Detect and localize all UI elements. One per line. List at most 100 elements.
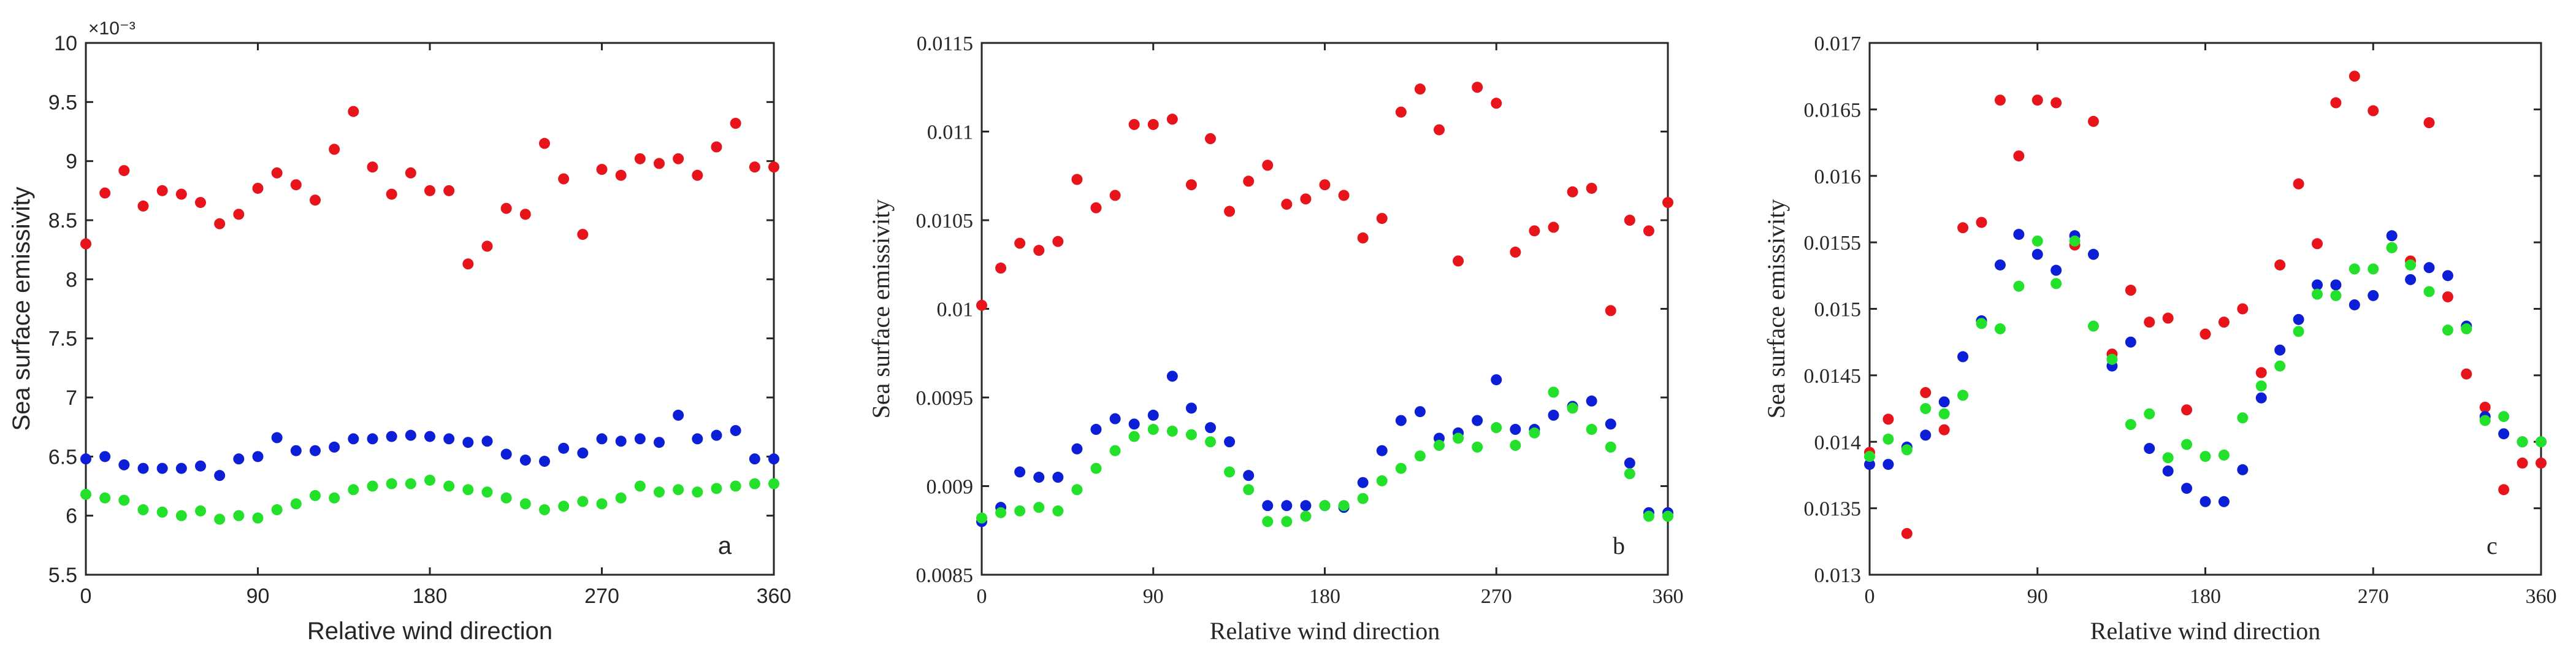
data-point-blue xyxy=(310,445,321,456)
data-point-green xyxy=(539,504,550,516)
data-point-red xyxy=(995,263,1007,274)
data-point-green xyxy=(481,486,493,498)
data-point-green xyxy=(2293,326,2304,337)
data-point-blue xyxy=(2013,229,2025,240)
data-point-blue xyxy=(462,437,474,448)
data-point-green xyxy=(1605,441,1616,453)
data-point-red xyxy=(2088,115,2099,127)
data-point-blue xyxy=(2031,248,2043,260)
data-point-blue xyxy=(1071,443,1083,455)
data-point-green xyxy=(1281,516,1293,528)
data-point-blue xyxy=(500,448,512,460)
data-point-blue xyxy=(156,462,168,474)
data-point-red xyxy=(2461,368,2472,380)
data-point-green xyxy=(1033,502,1045,513)
data-point-green xyxy=(730,480,741,492)
x-tick-label: 90 xyxy=(247,585,270,608)
data-point-red xyxy=(1414,83,1426,95)
data-point-blue xyxy=(1090,424,1102,436)
data-point-red xyxy=(2013,150,2025,162)
data-point-green xyxy=(1185,429,1197,440)
x-tick-label: 0 xyxy=(1865,585,1875,608)
series-blue xyxy=(1864,229,2547,507)
data-point-blue xyxy=(443,433,455,445)
data-point-green xyxy=(2368,263,2379,275)
data-point-blue xyxy=(2255,392,2267,404)
data-point-red xyxy=(2162,312,2174,324)
data-point-green xyxy=(1205,436,1216,448)
y-tick-label: 9 xyxy=(66,150,77,174)
x-tick-label: 90 xyxy=(1143,585,1164,608)
data-point-blue xyxy=(1864,459,1875,470)
y-tick-label: 6.5 xyxy=(48,445,77,469)
data-point-red xyxy=(692,169,703,181)
data-point-red xyxy=(1567,186,1578,198)
data-point-green xyxy=(348,484,359,496)
data-point-red xyxy=(634,153,646,164)
y-tick-label: 8 xyxy=(66,268,77,291)
data-point-blue xyxy=(654,437,665,448)
data-point-blue xyxy=(1624,457,1635,469)
data-point-blue xyxy=(1548,409,1559,421)
data-point-blue xyxy=(481,436,493,447)
data-point-green xyxy=(2125,419,2136,431)
data-point-blue xyxy=(1586,395,1597,407)
data-point-green xyxy=(252,512,264,524)
y-tick-label: 8.5 xyxy=(48,209,77,232)
x-tick-label: 180 xyxy=(413,585,448,608)
data-point-green xyxy=(1624,468,1635,480)
data-point-blue xyxy=(2237,464,2249,475)
data-point-green xyxy=(2498,411,2510,423)
x-tick-label: 270 xyxy=(1481,585,1512,608)
data-point-green xyxy=(1567,402,1578,414)
data-point-blue xyxy=(1491,374,1502,386)
data-point-green xyxy=(329,492,340,504)
data-point-blue xyxy=(1205,422,1216,434)
data-point-red xyxy=(1472,82,1483,93)
data-point-green xyxy=(1434,440,1445,451)
data-point-red xyxy=(271,167,283,178)
data-point-red xyxy=(195,197,206,209)
x-axis-label: Relative wind direction xyxy=(2090,617,2320,645)
data-point-red xyxy=(1014,237,1026,249)
data-point-red xyxy=(711,141,722,153)
data-point-red xyxy=(2479,401,2491,413)
data-point-green xyxy=(2330,290,2342,301)
data-point-blue xyxy=(99,451,111,462)
data-point-red xyxy=(673,153,684,164)
y-tick-label: 0.0095 xyxy=(916,387,974,410)
data-point-red xyxy=(1395,106,1407,118)
x-tick-label: 360 xyxy=(757,585,792,608)
y-tick-label: 0.015 xyxy=(1814,299,1862,321)
data-point-red xyxy=(1491,98,1502,109)
data-point-red xyxy=(2330,97,2342,109)
data-point-blue xyxy=(2423,262,2435,274)
data-point-green xyxy=(1976,318,1987,329)
x-tick-label: 0 xyxy=(80,585,92,608)
data-point-red xyxy=(1548,221,1559,233)
data-point-green xyxy=(1510,440,1521,451)
data-point-blue xyxy=(1185,402,1197,414)
data-point-green xyxy=(1920,403,1932,415)
data-point-red xyxy=(310,194,321,206)
y-tick-label: 0.0155 xyxy=(1804,232,1862,255)
data-point-blue xyxy=(519,455,531,466)
y-tick-label: 0.009 xyxy=(927,476,974,499)
data-point-red xyxy=(1376,213,1388,224)
y-tick-label: 0.0135 xyxy=(1804,498,1862,521)
data-point-red xyxy=(481,240,493,252)
data-point-red xyxy=(558,173,570,185)
data-point-red xyxy=(596,164,608,175)
data-point-red xyxy=(1586,182,1597,194)
data-point-blue xyxy=(1357,477,1369,488)
data-point-blue xyxy=(1281,500,1293,512)
y-tick-label: 0.017 xyxy=(1814,33,1862,55)
y-tick-label: 0.0115 xyxy=(917,33,973,55)
data-point-blue xyxy=(2050,264,2062,276)
data-point-blue xyxy=(1957,351,1969,363)
data-point-green xyxy=(2237,412,2249,424)
data-point-green xyxy=(1090,462,1102,474)
data-point-blue xyxy=(233,453,245,465)
data-point-green xyxy=(405,478,416,489)
